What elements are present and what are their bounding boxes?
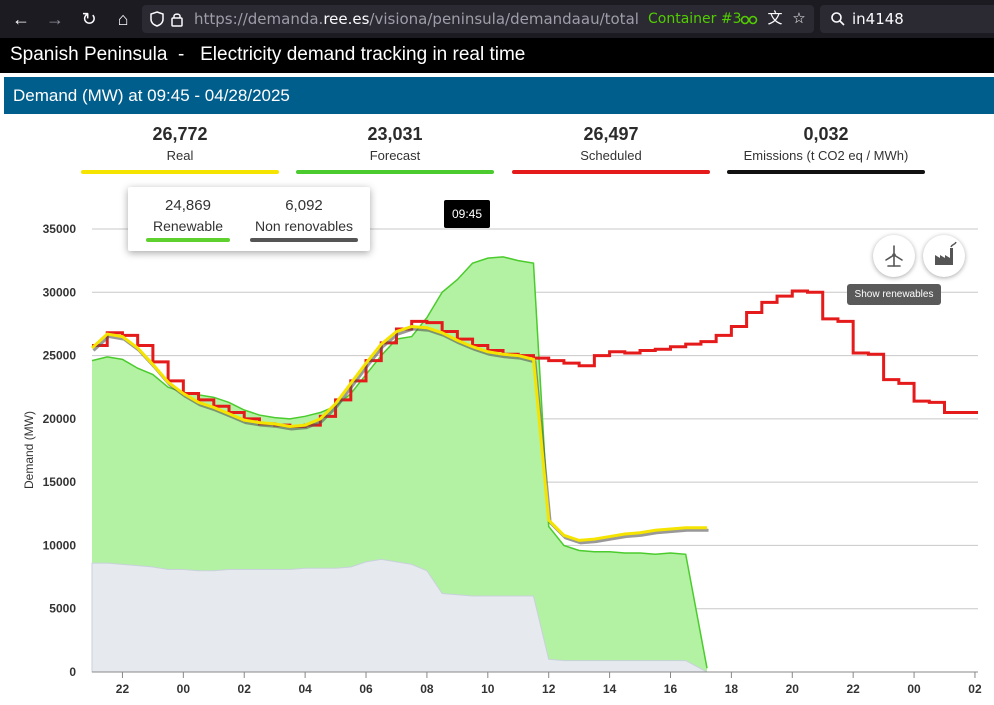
legend-forecast-bar bbox=[296, 170, 494, 174]
non-renewable-item[interactable]: 6,092 Non renovables bbox=[250, 196, 358, 242]
non-renewable-bar bbox=[250, 238, 358, 242]
y-tick-label: 15000 bbox=[43, 475, 77, 489]
container-glasses-icon[interactable] bbox=[740, 10, 758, 28]
legend-real-bar bbox=[81, 170, 279, 174]
title-time: at 09:45 - 04/28/2025 bbox=[128, 86, 290, 105]
legend-scheduled-label: Scheduled bbox=[580, 148, 642, 163]
y-tick-label: 0 bbox=[69, 665, 76, 679]
renewable-breakdown-popup: 24,869 Renewable 6,092 Non renovables bbox=[128, 187, 370, 251]
non-renewable-value: 6,092 bbox=[285, 197, 323, 214]
real-line bbox=[90, 324, 708, 542]
translate-icon[interactable]: 文 bbox=[767, 10, 783, 27]
renewable-bar bbox=[146, 238, 230, 242]
reload-icon[interactable]: ↻ bbox=[81, 9, 97, 29]
renewable-label: Renewable bbox=[152, 218, 224, 234]
x-tick-label: 22 bbox=[846, 682, 860, 696]
chart-title-bar: Demand (MW) at 09:45 - 04/28/2025 bbox=[4, 77, 994, 114]
header-separator: - bbox=[177, 44, 185, 65]
x-tick-label: 06 bbox=[359, 682, 373, 696]
show-renewables-button[interactable] bbox=[873, 235, 915, 277]
legend-emissions[interactable]: 0,032 Emissions (t CO2 eq / MWh) bbox=[727, 120, 925, 174]
legend-forecast[interactable]: 23,031 Forecast bbox=[296, 120, 494, 174]
lock-icon[interactable] bbox=[170, 11, 184, 27]
legend-real[interactable]: 26,772 Real bbox=[81, 120, 279, 174]
x-tick-label: 22 bbox=[116, 682, 130, 696]
forecast-area bbox=[92, 256, 708, 672]
y-tick-label: 35000 bbox=[43, 222, 77, 236]
legend-scheduled[interactable]: 26,497 Scheduled bbox=[512, 120, 710, 174]
x-tick-label: 20 bbox=[786, 682, 800, 696]
x-tick-label: 02 bbox=[968, 682, 982, 696]
x-tick-label: 14 bbox=[603, 682, 617, 696]
search-box[interactable]: in4148 bbox=[820, 5, 994, 33]
shield-icon[interactable] bbox=[150, 11, 164, 27]
x-tick-label: 00 bbox=[177, 682, 191, 696]
legend-scheduled-bar bbox=[512, 170, 710, 174]
page-subtitle: Electricity demand tracking in real time bbox=[200, 44, 526, 65]
browser-toolbar: ← → ↻ ⌂ https://demanda.ree.es/visiona/p… bbox=[0, 0, 994, 38]
scheduled-line bbox=[92, 289, 978, 428]
y-axis-label: Demand (MW) bbox=[22, 411, 36, 489]
y-tick-label: 5000 bbox=[49, 602, 76, 616]
wind-turbine-icon bbox=[885, 245, 903, 267]
y-tick-label: 10000 bbox=[43, 538, 77, 552]
y-tick-label: 20000 bbox=[43, 412, 77, 426]
address-bar[interactable]: https://demanda.ree.es/visiona/peninsula… bbox=[142, 5, 814, 33]
y-tick-label: 30000 bbox=[43, 285, 77, 299]
title-prefix: Demand (MW) bbox=[13, 86, 124, 105]
url-text[interactable]: https://demanda.ree.es/visiona/peninsula… bbox=[194, 10, 639, 28]
legend-emissions-value: 0,032 bbox=[803, 124, 849, 144]
legend-real-label: Real bbox=[166, 148, 194, 163]
legend-real-value: 26,772 bbox=[152, 124, 208, 144]
home-icon[interactable]: ⌂ bbox=[117, 9, 129, 29]
legend-emissions-bar bbox=[727, 170, 925, 174]
back-arrow-icon[interactable]: ← bbox=[12, 9, 30, 29]
non-renewable-label: Non renovables bbox=[254, 218, 354, 234]
time-cursor-label: 09:45 bbox=[444, 200, 490, 228]
legend-forecast-label: Forecast bbox=[369, 148, 421, 163]
page-header: Spanish Peninsula - Electricity demand t… bbox=[0, 38, 994, 73]
legend-emissions-label: Emissions (t CO2 eq / MWh) bbox=[743, 148, 909, 163]
show-renewables-tooltip: Show renewables bbox=[847, 284, 941, 305]
x-tick-label: 02 bbox=[238, 682, 252, 696]
x-tick-label: 08 bbox=[420, 682, 434, 696]
search-icon bbox=[831, 12, 845, 26]
x-tick-label: 00 bbox=[907, 682, 921, 696]
container-label: Container #3 bbox=[648, 11, 742, 27]
x-tick-label: 16 bbox=[664, 682, 678, 696]
forward-arrow-icon[interactable]: → bbox=[46, 9, 64, 29]
y-tick-label: 25000 bbox=[43, 349, 77, 363]
factory-icon bbox=[935, 241, 957, 265]
x-tick-label: 04 bbox=[298, 682, 312, 696]
x-tick-label: 12 bbox=[542, 682, 556, 696]
x-tick-label: 18 bbox=[725, 682, 739, 696]
bookmark-star-icon[interactable]: ☆ bbox=[792, 10, 806, 27]
legend-forecast-value: 23,031 bbox=[367, 124, 423, 144]
non-renewable-area bbox=[91, 558, 708, 673]
renewable-item[interactable]: 24,869 Renewable bbox=[146, 196, 230, 242]
x-tick-label: 10 bbox=[481, 682, 495, 696]
region-title: Spanish Peninsula bbox=[10, 44, 168, 65]
legend-scheduled-value: 26,497 bbox=[583, 124, 639, 144]
renewable-value: 24,869 bbox=[165, 197, 211, 214]
show-non-renewables-button[interactable] bbox=[923, 235, 965, 277]
search-input[interactable]: in4148 bbox=[852, 10, 904, 28]
